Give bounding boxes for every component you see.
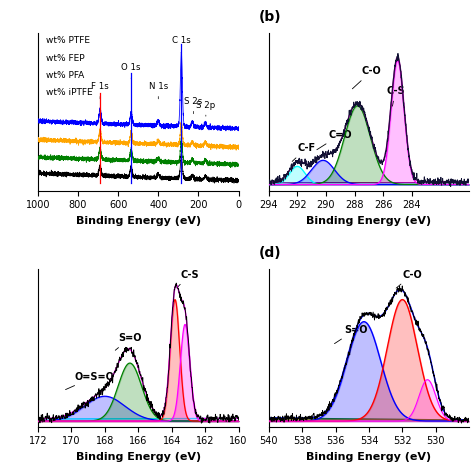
X-axis label: Binding Energy (eV): Binding Energy (eV) [306,216,431,226]
Text: C-O: C-O [352,66,382,89]
Text: wt% PTFE: wt% PTFE [46,36,90,46]
Text: O 1s: O 1s [121,64,141,79]
Text: C=O: C=O [317,129,353,150]
Text: S=O: S=O [335,325,367,344]
Text: O=S=O: O=S=O [65,372,115,390]
Text: S 2p: S 2p [196,100,216,116]
Text: F 1s: F 1s [91,82,109,99]
Text: C-S: C-S [177,270,199,288]
Text: C-O: C-O [396,270,422,288]
Text: wt% PFA: wt% PFA [46,71,84,80]
Text: wt% FEP: wt% FEP [46,54,84,63]
Text: C 1s: C 1s [172,36,191,52]
Text: S=O: S=O [115,333,142,350]
Text: S 2s: S 2s [184,97,202,114]
Text: C-S: C-S [386,86,405,106]
Text: C-F: C-F [292,143,315,162]
X-axis label: Binding Energy (eV): Binding Energy (eV) [76,452,201,462]
Text: N 1s: N 1s [149,82,168,99]
X-axis label: Binding Energy (eV): Binding Energy (eV) [306,452,431,462]
Text: (d): (d) [259,246,281,260]
Text: wt% iPTFE: wt% iPTFE [46,88,92,97]
Text: (b): (b) [259,9,281,24]
X-axis label: Binding Energy (eV): Binding Energy (eV) [76,216,201,226]
